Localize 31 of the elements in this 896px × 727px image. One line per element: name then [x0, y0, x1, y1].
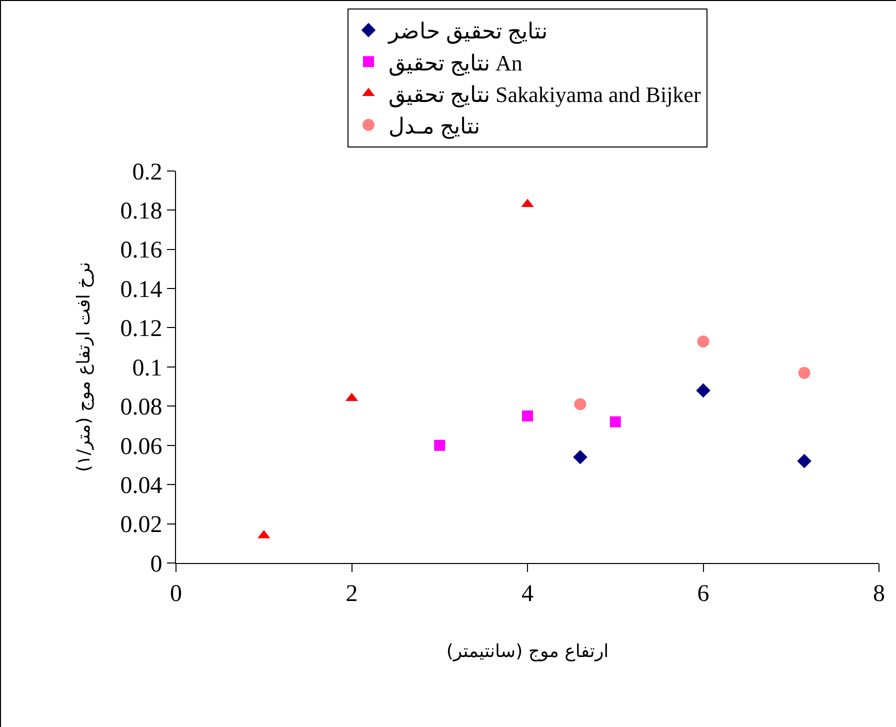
y-tick-label: 0.2: [132, 159, 162, 186]
legend-label: نتایج تحقیق An: [388, 50, 522, 76]
y-tick-label: 0: [150, 551, 162, 578]
y-tick-label: 0.1: [132, 355, 162, 382]
x-axis-title: ارتفاع موج (سانتیمتر): [446, 640, 609, 662]
y-tick-label: 0.02: [120, 512, 162, 538]
x-tick-label: 6: [697, 580, 710, 607]
legend-label: نتایج تحقیق Sakakiyama and Bijker: [388, 82, 702, 108]
x-tick-label: 8: [873, 580, 885, 607]
legend-label: نتایج مـدل: [388, 113, 480, 140]
point: [574, 398, 586, 410]
point: [610, 416, 621, 428]
point: [696, 383, 710, 398]
point: [522, 410, 533, 422]
point: [434, 440, 446, 451]
y-tick-label: 0.18: [120, 198, 162, 224]
x-tick-label: 0: [170, 580, 182, 607]
point: [798, 366, 810, 379]
point: [797, 454, 812, 468]
y-axis-title: نرخ افت ارتفاع موج (متر/۱): [73, 262, 94, 472]
point: [697, 335, 710, 348]
legend-label: نتایج تحقیق حاضر: [388, 18, 548, 45]
x-tick-label: 4: [522, 580, 534, 607]
y-tick-label: 0.14: [120, 276, 162, 303]
y-tick-label: 0.16: [120, 238, 162, 264]
y-tick-label: 0.12: [120, 316, 162, 342]
y-tick-label: 0.08: [120, 394, 162, 421]
x-tick-label: 2: [346, 580, 358, 607]
point: [573, 450, 588, 464]
y-tick-label: 0.06: [120, 434, 162, 460]
y-tick-label: 0.04: [120, 472, 162, 499]
